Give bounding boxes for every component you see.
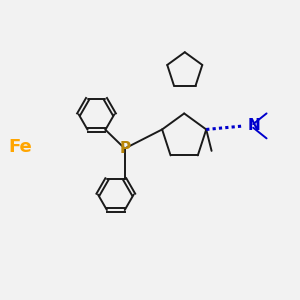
Text: Fe: Fe (9, 138, 33, 156)
Text: N: N (248, 118, 261, 134)
Text: P: P (119, 141, 130, 156)
